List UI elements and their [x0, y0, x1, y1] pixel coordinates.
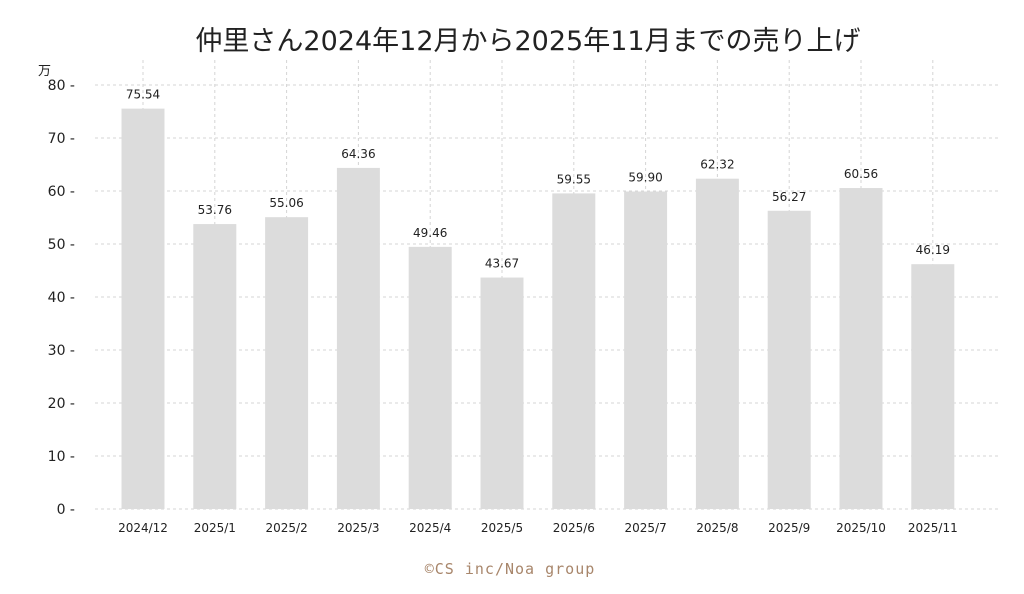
- y-tick-label: 10 -: [48, 449, 75, 465]
- copyright-footer: ©CS inc/Noa group: [425, 560, 596, 578]
- bar-value-label: 56.27: [772, 190, 806, 204]
- bar-value-label: 43.67: [485, 257, 519, 271]
- x-tick-label: 2024/12: [118, 521, 168, 535]
- x-tick-label: 2025/3: [337, 521, 379, 535]
- x-tick-label: 2025/7: [624, 521, 666, 535]
- bar-value-label: 49.46: [413, 226, 447, 240]
- x-tick-label: 2025/9: [768, 521, 810, 535]
- y-tick-label: 80 -: [48, 78, 75, 94]
- y-tick-label: 50 -: [48, 237, 75, 253]
- bar-value-label: 55.06: [269, 196, 303, 210]
- y-tick-label: 40 -: [48, 290, 75, 306]
- bar: [480, 277, 524, 509]
- x-axis-ticks: 2024/12 2025/1 2025/2 2025/3 2025/4 2025/5 202…: [118, 521, 958, 535]
- bar: [624, 191, 668, 509]
- y-tick-label: 0 -: [57, 502, 75, 518]
- bar: [839, 188, 883, 510]
- x-tick-label: 2025/1: [194, 521, 236, 535]
- bar-value-label: 60.56: [844, 167, 878, 181]
- x-tick-label: 2025/11: [908, 521, 958, 535]
- data-labels: 75.54 53.76 55.06 64.36 49.46 43.67 59.55 59.90…: [126, 88, 950, 271]
- bar: [552, 193, 596, 509]
- x-tick-label: 2025/5: [481, 521, 523, 535]
- y-axis-ticks: 0 - 10 - 20 - 30 - 40 - 50 - 60 - 70 - 80 -: [48, 78, 75, 518]
- x-tick-label: 2025/6: [553, 521, 595, 535]
- bar: [121, 108, 165, 509]
- chart-title: 仲里さん2024年12月から2025年11月までの売り上げ: [195, 26, 860, 57]
- bar-value-label: 53.76: [198, 203, 232, 217]
- x-tick-label: 2025/2: [265, 521, 307, 535]
- bar: [408, 246, 452, 509]
- x-tick-label: 2025/10: [836, 521, 886, 535]
- bars: [121, 108, 955, 510]
- bar: [336, 167, 380, 509]
- y-axis-unit: 万: [38, 64, 51, 79]
- bar-value-label: 64.36: [341, 147, 375, 161]
- bar-value-label: 59.55: [557, 172, 591, 186]
- y-tick-label: 60 -: [48, 184, 75, 200]
- bar-value-label: 62.32: [700, 158, 734, 172]
- bar: [911, 264, 955, 509]
- x-tick-label: 2025/4: [409, 521, 451, 535]
- x-tick-label: 2025/8: [696, 521, 738, 535]
- bar: [695, 178, 739, 510]
- bar: [265, 217, 309, 509]
- bar: [767, 210, 811, 510]
- bar-value-label: 75.54: [126, 88, 160, 102]
- y-tick-label: 20 -: [48, 396, 75, 412]
- bar-value-label: 59.90: [628, 171, 662, 185]
- y-tick-label: 70 -: [48, 131, 75, 147]
- bar: [193, 224, 237, 509]
- bar-value-label: 46.19: [916, 243, 950, 257]
- y-tick-label: 30 -: [48, 343, 75, 359]
